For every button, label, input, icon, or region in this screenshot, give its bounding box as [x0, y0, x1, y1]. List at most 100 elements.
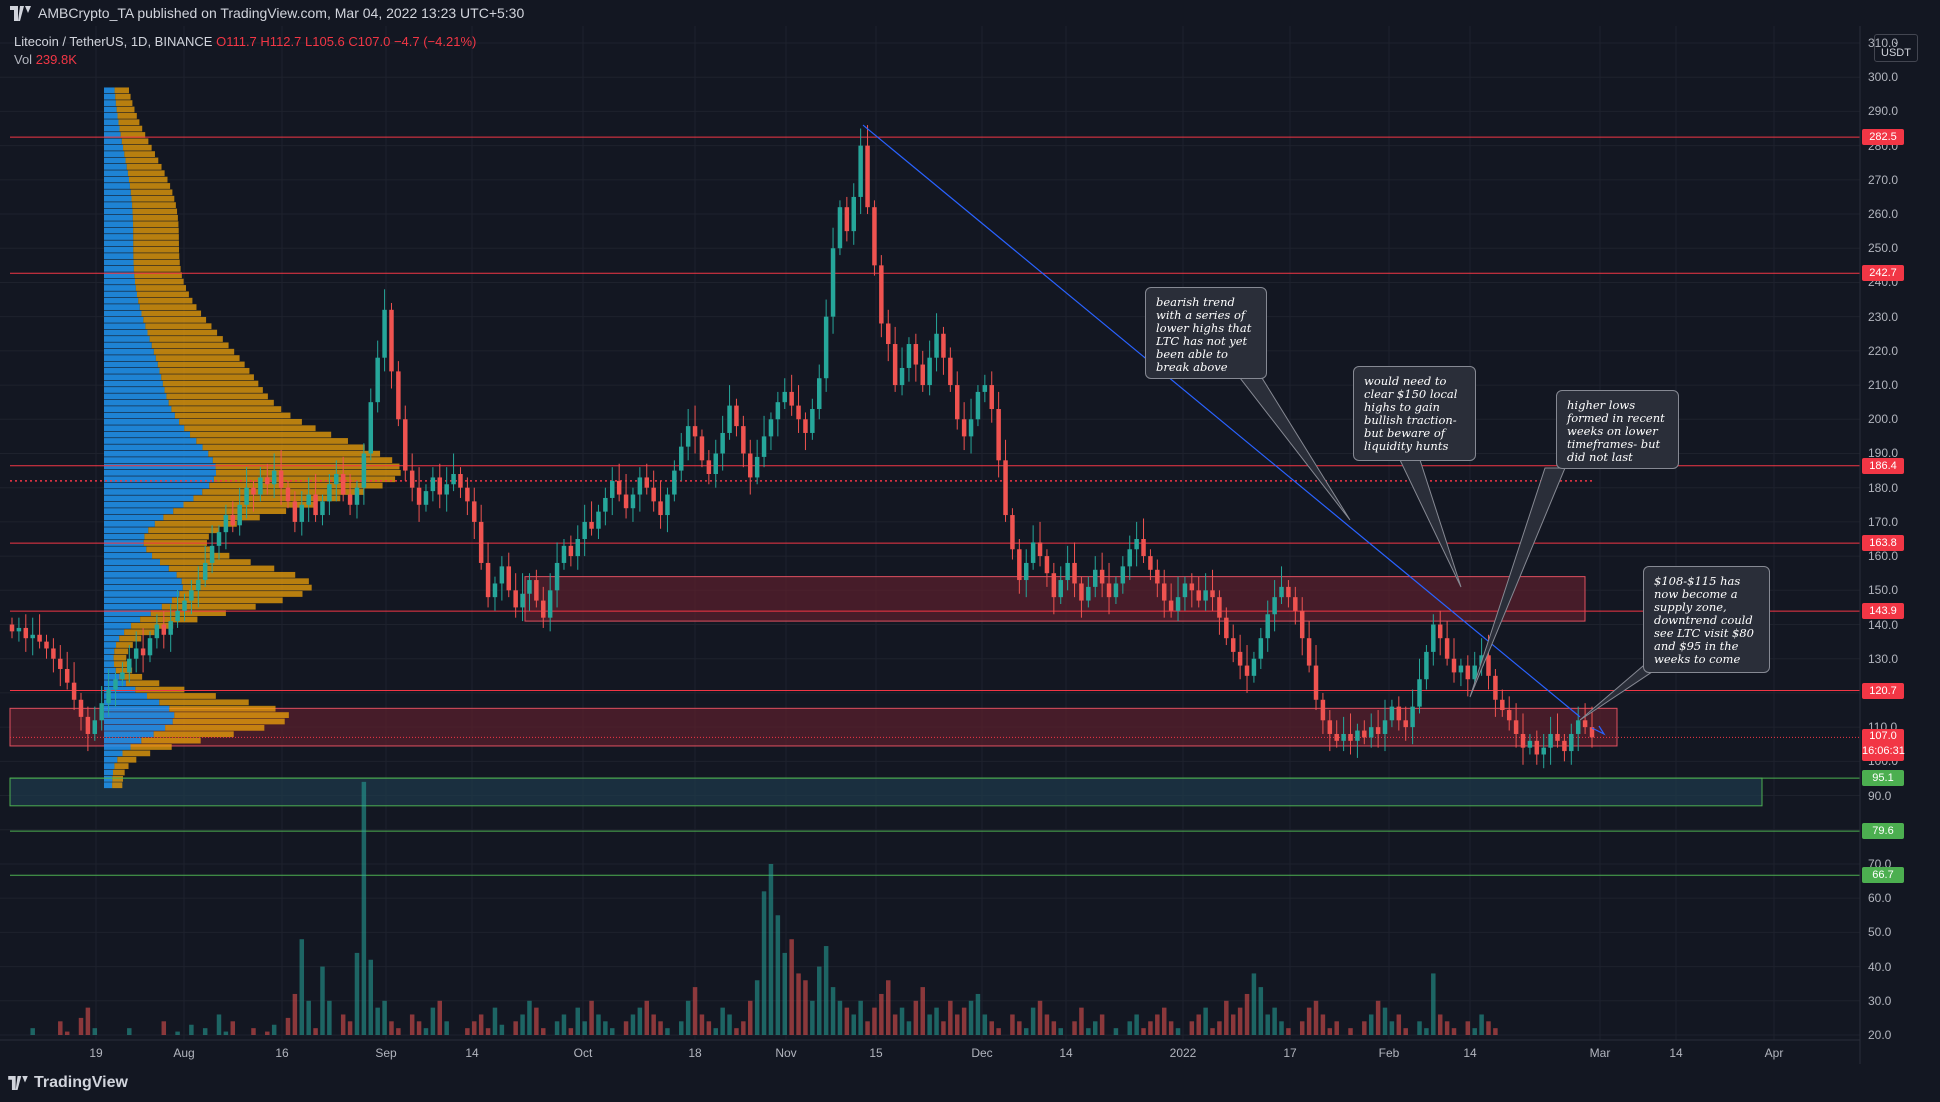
volume-bar	[361, 781, 367, 1035]
vp-up-row	[104, 463, 216, 470]
x-tick-label: 16	[275, 1046, 289, 1060]
vp-down-row	[154, 520, 237, 527]
annot-higherlows[interactable]: higher lows formed in recent weeks on lo…	[1556, 390, 1679, 469]
y-tick-label: 60.0	[1868, 891, 1892, 906]
candle-body	[1127, 549, 1132, 567]
volume-bar	[1051, 1021, 1057, 1035]
volume-label[interactable]: Vol	[14, 52, 33, 67]
candle-body	[64, 668, 70, 683]
candle-body	[748, 453, 753, 478]
vp-up-row	[104, 673, 120, 680]
vp-up-row	[104, 304, 140, 310]
candle-body	[196, 580, 201, 591]
volume-bar	[568, 1028, 574, 1035]
candle-body	[1141, 539, 1146, 557]
vp-up-row	[104, 661, 115, 667]
candle-body	[478, 521, 484, 563]
candle-body	[975, 391, 981, 420]
candle-body	[368, 402, 374, 454]
volume-bar	[1092, 1021, 1098, 1035]
vp-down-row	[150, 610, 226, 616]
candle-body	[1023, 562, 1029, 581]
vp-down-row	[115, 100, 133, 106]
candle-body	[127, 658, 132, 673]
volume-bar	[472, 1021, 477, 1035]
volume-bar	[292, 993, 298, 1035]
candle-body	[1099, 569, 1105, 584]
vp-up-row	[104, 514, 164, 521]
volume-bar	[513, 1021, 518, 1035]
tradingview-logo-icon	[10, 6, 31, 21]
volume-bar	[1058, 1028, 1063, 1035]
candle-body	[1520, 733, 1526, 748]
volume-bar	[1334, 1021, 1339, 1035]
pointer-clear150	[1399, 459, 1462, 588]
vp-down-row	[165, 724, 265, 731]
volume-bar	[761, 891, 767, 1035]
candle-body	[1348, 733, 1353, 741]
volume-bar	[527, 1000, 532, 1035]
vp-down-row	[124, 629, 155, 636]
vp-up-row	[104, 259, 134, 266]
candle-body	[1569, 733, 1574, 752]
candle-body	[347, 494, 353, 505]
vp-up-row	[104, 610, 151, 616]
candle-body	[182, 600, 187, 611]
candle-body	[920, 364, 925, 386]
vp-up-row	[104, 163, 127, 170]
footer-brand[interactable]: TradingView	[34, 1074, 128, 1091]
vp-down-row	[151, 342, 229, 349]
ohlc-close: C107.0	[348, 34, 391, 49]
volume-bar	[64, 1031, 70, 1035]
y-tick-label: 260.0	[1868, 207, 1899, 222]
candle-body	[1286, 586, 1291, 598]
volume-bar	[1313, 1000, 1319, 1035]
currency-button[interactable]: ⌄ USDT	[1874, 34, 1918, 62]
vp-down-row	[173, 508, 287, 514]
volume-bar	[1465, 1021, 1471, 1035]
candle-body	[1217, 597, 1222, 618]
annot-bearish[interactable]: bearish trend with a series of lower hig…	[1145, 287, 1267, 379]
vp-down-row	[202, 444, 365, 451]
volume-bar	[692, 987, 698, 1035]
candle-body	[168, 621, 173, 635]
candle-body	[1327, 720, 1333, 734]
vp-down-row	[133, 259, 180, 266]
vp-up-row	[104, 176, 129, 183]
vp-up-row	[104, 482, 210, 489]
vp-up-row	[104, 119, 119, 126]
volume-bar	[789, 939, 794, 1035]
annot-supply[interactable]: $108-$115 has now become a supply zone, …	[1643, 566, 1770, 673]
x-tick-label: 18	[688, 1046, 702, 1060]
vp-down-row	[117, 756, 137, 763]
vp-up-row	[104, 756, 118, 763]
vp-up-row	[104, 501, 184, 508]
candle-body	[9, 624, 15, 632]
volume-bar	[706, 1021, 712, 1035]
vp-up-row	[104, 285, 136, 291]
annot-clear150[interactable]: would need to clear $150 local highs to …	[1353, 366, 1476, 461]
vp-down-row	[126, 163, 162, 170]
candle-body	[444, 484, 449, 495]
vp-up-row	[104, 476, 214, 483]
currency-label: USDT	[1881, 47, 1911, 59]
volume-bar	[575, 1007, 581, 1035]
candle-body	[575, 539, 581, 557]
candle-body	[258, 477, 263, 495]
volume-bar	[499, 1024, 505, 1035]
vp-down-row	[213, 476, 396, 483]
volume-bar	[685, 1000, 691, 1035]
candle-body	[1589, 727, 1595, 738]
vp-up-row	[104, 737, 142, 744]
candle-body	[85, 716, 91, 734]
vp-down-row	[164, 387, 263, 393]
candle-body	[713, 453, 718, 475]
vp-down-row	[133, 227, 179, 234]
x-tick-label: Apr	[1764, 1046, 1784, 1060]
candle-body	[1065, 562, 1070, 581]
symbol-name[interactable]: Litecoin / TetherUS, 1D, BINANCE	[14, 34, 213, 49]
vp-down-row	[116, 106, 135, 113]
candle-body	[1506, 710, 1512, 721]
vp-up-row	[104, 138, 122, 145]
